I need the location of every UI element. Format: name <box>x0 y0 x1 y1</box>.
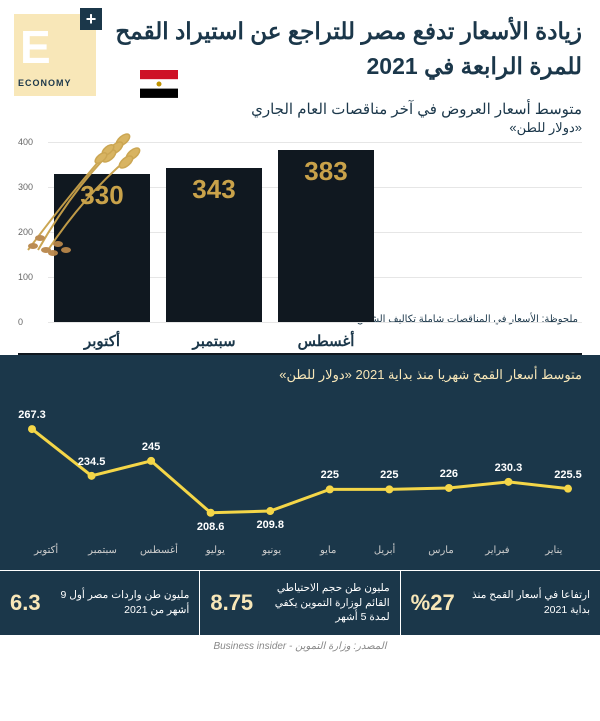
bar-category-label: أكتوبر <box>54 332 150 350</box>
line-x-label: فبراير <box>469 545 525 556</box>
bar-category-label: سبتمبر <box>166 332 262 350</box>
line-subtitle: متوسط أسعار القمح شهريا منذ بداية 2021 «… <box>18 367 582 383</box>
economy-logo: E + ECONOMY <box>14 14 96 96</box>
line-point-label: 226 <box>440 468 458 480</box>
line-x-label: مايو <box>300 545 356 556</box>
line-chart-section: متوسط أسعار القمح شهريا منذ بداية 2021 «… <box>0 355 600 570</box>
line-x-label: أبريل <box>356 545 412 556</box>
line-point-label: 208.6 <box>197 521 225 533</box>
bar-chart-section: متوسط أسعار العروض في آخر مناقصات العام … <box>0 100 600 328</box>
wheat-illustration <box>18 120 188 260</box>
bar-category-label: أغسطس <box>278 332 374 350</box>
stat-text: مليون طن واردات مصر أول 9 أشهر من 2021 <box>49 588 190 617</box>
egypt-flag-icon <box>140 70 178 98</box>
bar-value: 383 <box>278 156 374 187</box>
logo-plus: + <box>80 8 102 30</box>
line-point-label: 209.8 <box>256 519 284 531</box>
bar-subtitle: متوسط أسعار العروض في آخر مناقصات العام … <box>18 100 582 118</box>
stat-value: 8.75 <box>210 590 253 616</box>
line-point-label: 225.5 <box>554 469 582 481</box>
logo-letter: E <box>20 20 49 74</box>
bar-x-labels: أغسطس سبتمبر أكتوبر <box>18 328 582 350</box>
header: زيادة الأسعار تدفع مصر للتراجع عن استيرا… <box>0 0 600 100</box>
main-title: زيادة الأسعار تدفع مصر للتراجع عن استيرا… <box>110 14 582 83</box>
line-x-labels: ينايرفبرايرمارسأبريلمايويونيويوليوأغسطسس… <box>18 545 582 556</box>
y-tick: 100 <box>18 272 33 282</box>
y-tick: 0 <box>18 317 23 327</box>
line-point-label: 234.5 <box>78 456 106 468</box>
line-x-label: مارس <box>413 545 469 556</box>
line-point-label: 267.3 <box>18 409 46 421</box>
stat-text: ارتفاعا في أسعار القمح منذ بداية 2021 <box>463 588 590 617</box>
line-point-label: 230.3 <box>495 462 523 474</box>
stat-card: مليون طن حجم الاحتياطي القائم لوزارة الت… <box>200 571 400 635</box>
line-point-label: 225 <box>321 469 339 481</box>
line-point-label: 225 <box>380 469 398 481</box>
line-x-label: يناير <box>526 545 582 556</box>
logo-word: ECONOMY <box>18 78 72 88</box>
source-line: المصدر: وزارة التموين - Business insider <box>0 635 600 658</box>
line-point-label: 245 <box>142 441 160 453</box>
line-x-label: سبتمبر <box>74 545 130 556</box>
stat-text: مليون طن حجم الاحتياطي القائم لوزارة الت… <box>261 581 390 625</box>
line-chart: 225.5 230.3 226 225 225 209.8 208.6 245 234.5 267… <box>18 393 582 543</box>
infographic: زيادة الأسعار تدفع مصر للتراجع عن استيرا… <box>0 0 600 658</box>
line-x-label: أكتوبر <box>18 545 74 556</box>
stat-card: ارتفاعا في أسعار القمح منذ بداية 2021 %27 <box>401 571 600 635</box>
bar: 383 <box>278 150 374 322</box>
line-x-label: أغسطس <box>131 545 187 556</box>
stats-row: ارتفاعا في أسعار القمح منذ بداية 2021 %27… <box>0 570 600 635</box>
line-x-label: يونيو <box>244 545 300 556</box>
line-x-label: يوليو <box>187 545 243 556</box>
stat-card: مليون طن واردات مصر أول 9 أشهر من 2021 6.… <box>0 571 200 635</box>
stat-value: %27 <box>411 590 455 616</box>
stat-value: 6.3 <box>10 590 41 616</box>
